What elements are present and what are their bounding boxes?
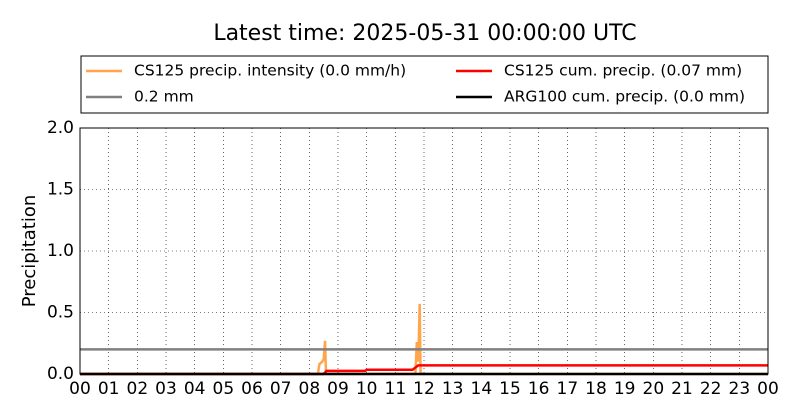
x-tick-label: 05 xyxy=(213,379,235,399)
y-tick-label: 0.0 xyxy=(47,364,74,384)
x-tick-label: 20 xyxy=(643,379,665,399)
x-tick-label: 11 xyxy=(385,379,407,399)
x-tick-label: 16 xyxy=(528,379,550,399)
legend-label: CS125 precip. intensity (0.0 mm/h) xyxy=(134,62,406,80)
legend-label: ARG100 cum. precip. (0.0 mm) xyxy=(504,88,745,106)
x-tick-label: 15 xyxy=(499,379,521,399)
y-tick-label: 0.5 xyxy=(47,303,74,323)
x-tick-label: 00 xyxy=(757,379,779,399)
chart-title: Latest time: 2025-05-31 00:00:00 UTC xyxy=(213,21,636,46)
x-tick-label: 04 xyxy=(184,379,206,399)
x-tick-label: 02 xyxy=(127,379,149,399)
plot-frame xyxy=(79,127,769,375)
y-tick-label: 1.5 xyxy=(47,180,74,200)
x-tick-label: 19 xyxy=(614,379,636,399)
x-tick-label: 13 xyxy=(442,379,464,399)
y-tick-label: 1.0 xyxy=(47,241,74,261)
x-tick-label: 07 xyxy=(270,379,292,399)
y-tick-label: 2.0 xyxy=(47,118,74,138)
x-tick-label: 23 xyxy=(729,379,751,399)
x-tick-label: 14 xyxy=(471,379,493,399)
x-tick-label: 06 xyxy=(241,379,263,399)
x-tick-label: 12 xyxy=(413,379,435,399)
y-axis-label: Precipitation xyxy=(19,195,40,308)
x-tick-label: 21 xyxy=(671,379,693,399)
x-tick-label: 09 xyxy=(327,379,349,399)
x-tick-label: 00 xyxy=(69,379,91,399)
legend-label: 0.2 mm xyxy=(134,88,194,106)
legend-box xyxy=(80,55,769,114)
legend-label: CS125 cum. precip. (0.07 mm) xyxy=(504,62,742,80)
x-tick-label: 01 xyxy=(98,379,120,399)
x-tick-label: 03 xyxy=(155,379,177,399)
series-line xyxy=(80,303,768,376)
x-tick-label: 08 xyxy=(299,379,321,399)
x-tick-label: 18 xyxy=(585,379,607,399)
x-tick-label: 10 xyxy=(356,379,378,399)
x-tick-label: 22 xyxy=(700,379,722,399)
x-tick-label: 17 xyxy=(557,379,579,399)
